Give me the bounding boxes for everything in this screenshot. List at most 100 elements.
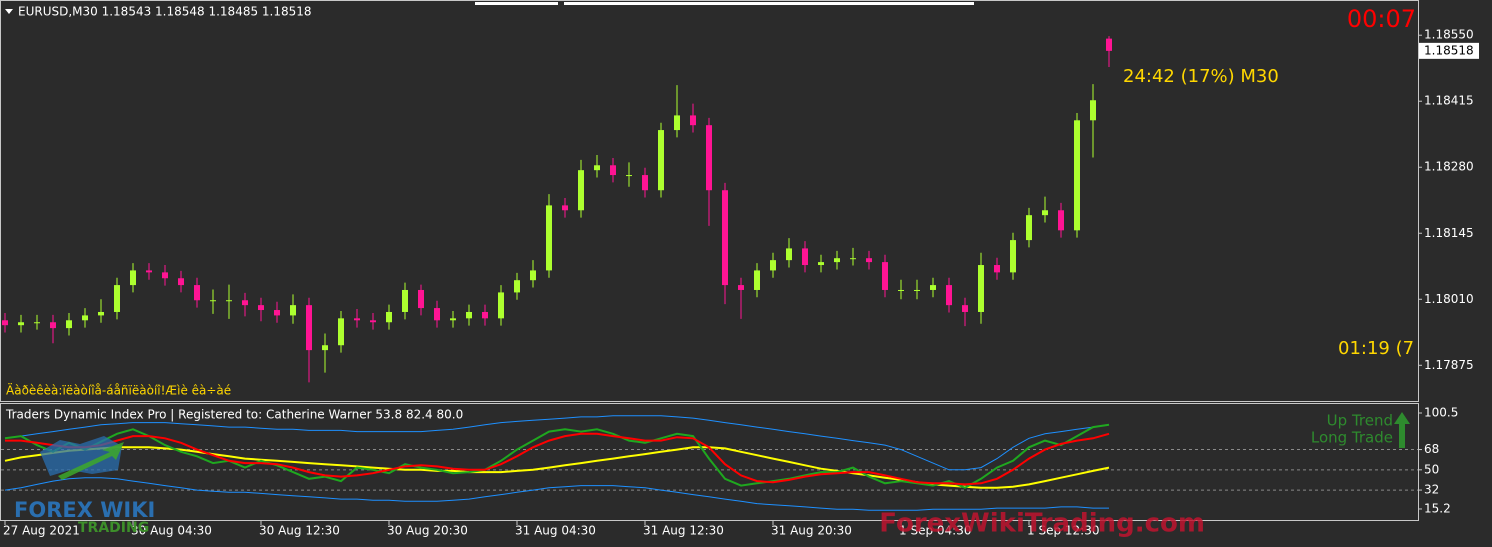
candle-body xyxy=(1026,215,1032,241)
candle-body xyxy=(706,125,712,191)
y-tick-label: 1.18415 xyxy=(1424,94,1474,108)
candle-body xyxy=(626,175,632,177)
y-tick-label: 32 xyxy=(1424,483,1439,497)
candle-body xyxy=(994,265,1000,273)
candle-body xyxy=(530,270,536,281)
candle-body xyxy=(434,308,440,321)
x-tick-label: 30 Aug 20:30 xyxy=(387,524,468,538)
candle-body xyxy=(610,165,616,176)
candle-body xyxy=(738,285,744,290)
candle-body xyxy=(370,320,376,323)
candle-body xyxy=(482,311,488,319)
candle-body xyxy=(818,262,824,266)
y-tick-label: 1.17875 xyxy=(1424,358,1474,372)
candle-body xyxy=(354,318,360,321)
candle-body xyxy=(386,311,392,323)
candle-body xyxy=(578,170,584,211)
candle-body xyxy=(802,248,808,266)
candle-body xyxy=(834,258,840,263)
main-panel-border xyxy=(0,0,1419,402)
candle-body xyxy=(1010,240,1016,273)
candle-body xyxy=(546,205,552,271)
indicator-line xyxy=(4,415,1110,471)
candle-body xyxy=(882,262,888,290)
last-price-box xyxy=(1419,42,1479,59)
candle-body xyxy=(146,270,152,273)
clipped-timer: 01:19 (7 xyxy=(1338,338,1414,359)
indicator-line xyxy=(4,477,1109,511)
plot-layer: 1.18518 xyxy=(2,36,1479,511)
candle-body xyxy=(1106,38,1112,51)
indicator-line xyxy=(5,432,1110,486)
x-tick-label: 31 Aug 04:30 xyxy=(515,524,596,538)
message: Äàðèêèà:ïëàòíîå-áåñïëàòíî!Æìè êà÷àé xyxy=(6,383,231,398)
y-tick-label: 1.18010 xyxy=(1424,292,1474,306)
candle-body xyxy=(66,320,72,329)
candle-body xyxy=(690,115,696,126)
x-tick-label: 30 Aug 12:30 xyxy=(259,524,340,538)
y-tick-label: 15.2 xyxy=(1424,501,1451,515)
logo-bull xyxy=(40,436,122,476)
candle-body xyxy=(2,320,8,326)
candle-body xyxy=(402,289,408,312)
x-tick-label: 30 Aug 04:30 xyxy=(131,524,212,538)
candle-body xyxy=(1090,100,1096,121)
x-tick-label: 31 Aug 12:30 xyxy=(643,524,724,538)
candle-body xyxy=(1042,210,1048,216)
y-tick-label: 68 xyxy=(1424,442,1439,456)
candle-body xyxy=(674,115,680,131)
candle-body xyxy=(722,190,728,286)
menu-arrow[interactable] xyxy=(5,9,13,14)
candle-body xyxy=(514,280,520,293)
grid-layer: 1.18550 1.18415 1.18280 1.18145 1.18010 1.178… xyxy=(1,28,1474,538)
x-tick-label: 1 Sep 04:30 xyxy=(899,524,971,538)
candle-body xyxy=(962,305,968,312)
candle-body xyxy=(978,265,984,312)
indicator-line xyxy=(4,423,1110,489)
candle-body xyxy=(850,258,856,260)
candle-body xyxy=(642,175,648,191)
y-tick-label: 1.18280 xyxy=(1424,160,1474,174)
candle-body xyxy=(178,278,184,286)
y-tick-label: 1.18550 xyxy=(1424,28,1474,42)
x-tick-label: 1 Sep 12:30 xyxy=(1027,524,1099,538)
candle-body xyxy=(242,300,248,306)
candle-body xyxy=(114,285,120,312)
y-tick-label: 1.18145 xyxy=(1424,226,1474,240)
candle-body xyxy=(466,311,472,319)
indicator-panel-border xyxy=(0,403,1419,521)
candle-body xyxy=(34,322,40,324)
candle-body xyxy=(274,310,280,316)
candle-body xyxy=(946,285,952,306)
candle-body xyxy=(562,205,568,211)
logo-text: FOREX WIKI xyxy=(14,498,155,522)
candle-body xyxy=(866,258,872,263)
candle-body xyxy=(898,289,904,291)
candle-body xyxy=(658,130,664,191)
candle-body xyxy=(130,270,136,286)
candle-body xyxy=(1058,210,1064,231)
candle-body xyxy=(930,285,936,290)
candle-body xyxy=(162,272,168,279)
logo-arrow xyxy=(58,442,124,480)
candle-body xyxy=(290,305,296,316)
x-tick-label: 27 Aug 2021 xyxy=(3,524,80,538)
candle-body xyxy=(194,285,200,301)
candle-body xyxy=(306,305,312,351)
x-tick-label: 31 Aug 20:30 xyxy=(771,524,852,538)
candle-body xyxy=(450,318,456,321)
candle-body xyxy=(754,270,760,290)
y-tick-label: 50 xyxy=(1424,462,1439,476)
candle-body xyxy=(50,322,56,329)
symbol-info: EURUSD,M30 1.18543 1.18548 1.18485 1.185… xyxy=(18,5,312,19)
progress-bar xyxy=(564,2,974,5)
candle-body xyxy=(226,300,232,302)
candle-body xyxy=(1074,120,1080,231)
candle-body xyxy=(98,311,104,316)
candle-body xyxy=(594,165,600,171)
indicator-title: Traders Dynamic Index Pro | Registered t… xyxy=(5,408,463,422)
